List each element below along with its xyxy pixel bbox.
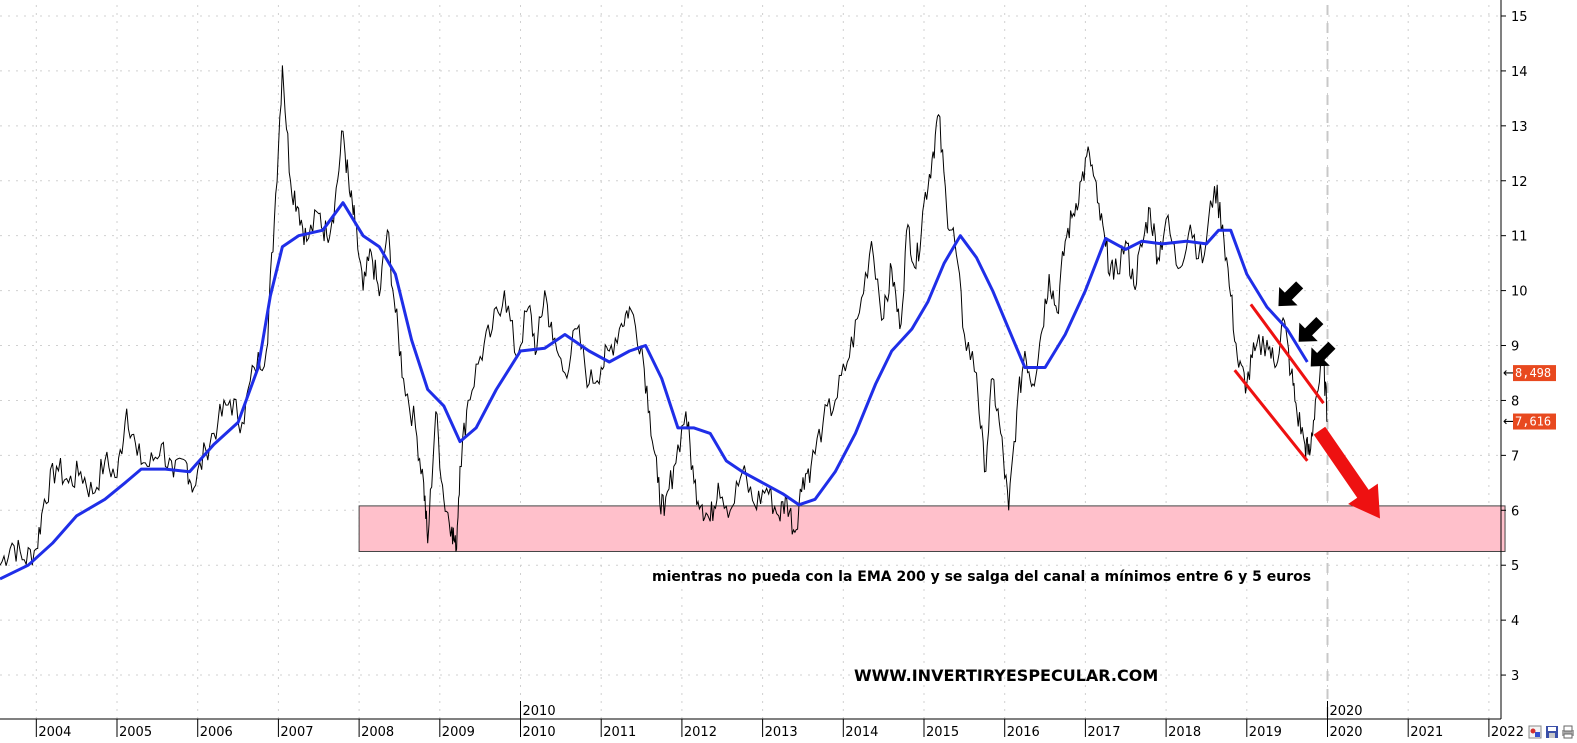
- black-arrow-icon: [1298, 317, 1324, 342]
- website-watermark: WWW.INVERTIRYESPECULAR.COM: [854, 666, 1158, 685]
- last-value-text: 8,498: [1515, 366, 1551, 380]
- top-date-label: 2020: [1329, 704, 1362, 719]
- down-arrow: [1313, 426, 1380, 519]
- last-value-badge: 8,498: [1513, 365, 1556, 382]
- last-value-marker: ←: [1503, 415, 1514, 430]
- x-tick-label: 2008: [361, 725, 394, 740]
- x-tick-label: 2021: [1410, 725, 1443, 740]
- last-value-badge: 7,616: [1513, 413, 1556, 430]
- channel-line: [1249, 303, 1325, 405]
- y-tick-label: 8: [1511, 394, 1519, 409]
- y-tick-label: 12: [1511, 175, 1528, 190]
- ema-200-line: [0, 201, 1309, 581]
- x-tick-label: 2019: [1249, 725, 1282, 740]
- y-tick-label: 5: [1511, 559, 1519, 574]
- x-tick-label: 2010: [523, 725, 556, 740]
- black-arrow-shape: [1310, 341, 1336, 367]
- x-tick-label: 2014: [845, 725, 878, 740]
- y-tick-label: 4: [1511, 614, 1519, 629]
- x-tick-label: 2022: [1491, 725, 1524, 740]
- x-tick-label: 2007: [280, 725, 313, 740]
- last-value-marker: ←: [1503, 366, 1514, 381]
- black-arrow-icon: [1310, 341, 1336, 367]
- y-tick-label: 9: [1511, 340, 1519, 355]
- annotation-text: mientras no pueda con la EMA 200 y se sa…: [652, 569, 1311, 585]
- x-tick-label: 2009: [442, 725, 475, 740]
- x-tick-label: 2005: [119, 725, 152, 740]
- black-arrow-shape: [1278, 281, 1304, 307]
- support-zone: [358, 505, 1506, 552]
- price-line: [0, 65, 1328, 567]
- last-value-badge-bg: [1513, 413, 1556, 430]
- last-value-text: 7,616: [1515, 415, 1551, 429]
- y-tick-label: 6: [1511, 504, 1519, 519]
- x-tick-label: 2015: [926, 725, 959, 740]
- series-layer: [0, 65, 1328, 581]
- top-date-label: 2010: [523, 704, 556, 719]
- save-disk-icon[interactable]: [1545, 724, 1559, 738]
- x-tick-label: 2013: [765, 725, 798, 740]
- grid-layer: [0, 5, 1501, 719]
- x-tick-label: 2011: [603, 725, 636, 740]
- annotation-layer: [1233, 281, 1380, 519]
- print-icon[interactable]: [1561, 724, 1575, 739]
- y-tick-label: 13: [1511, 120, 1528, 135]
- x-tick-label: 2020: [1329, 725, 1362, 740]
- chart-settings-icon[interactable]: [1528, 724, 1542, 739]
- y-tick-label: 10: [1511, 285, 1528, 300]
- x-tick-label: 2017: [1087, 725, 1120, 740]
- x-tick-label: 2006: [200, 725, 233, 740]
- black-arrow-icon: [1278, 281, 1304, 307]
- y-tick-label: 7: [1511, 449, 1519, 464]
- channel-line: [1233, 369, 1309, 462]
- y-tick-label: 11: [1511, 230, 1528, 245]
- x-tick-label: 2016: [1007, 725, 1040, 740]
- last-value-badge-bg: [1513, 365, 1556, 382]
- y-tick-label: 3: [1511, 669, 1519, 684]
- x-tick-label: 2012: [684, 725, 717, 740]
- black-arrow-shape: [1298, 317, 1324, 342]
- y-tick-label: 14: [1511, 65, 1528, 80]
- y-tick-label: 15: [1511, 10, 1528, 25]
- support-zone-layer: [358, 505, 1506, 552]
- x-tick-label: 2018: [1168, 725, 1201, 740]
- x-tick-label: 2004: [38, 725, 71, 740]
